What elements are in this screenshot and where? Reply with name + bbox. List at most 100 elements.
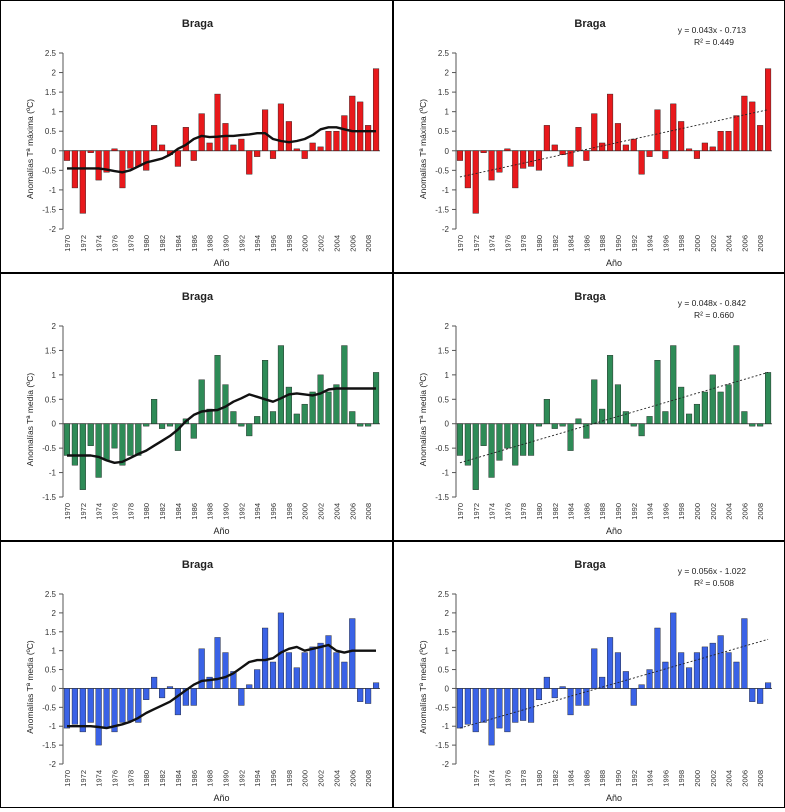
bar-1979 [528,150,535,167]
x-tick-label: 1970 [456,503,465,520]
bar-1982 [551,423,558,429]
y-tick-label: -1.5 [435,205,449,214]
x-tick-label: 2004 [725,235,734,252]
x-tick-label: 1972 [79,235,88,252]
x-tick-label: 2006 [740,770,749,787]
x-tick-label: 2002 [317,770,326,787]
bar-1989 [214,355,221,424]
x-tick-label: 1986 [190,503,199,520]
bar-2009 [765,68,772,151]
x-tick-label: 1972 [472,503,481,520]
y-tick-label: -1.5 [42,205,56,214]
bar-2006 [349,618,356,689]
y-tick-label: 2.5 [438,49,450,58]
y-tick-label: -2 [49,760,57,769]
bar-1973 [87,150,94,153]
x-tick-label: 1988 [598,770,607,787]
x-tick-label: 1970 [63,503,72,520]
bar-1997 [277,103,284,151]
x-tick-label: 1986 [582,235,591,252]
y-tick-label: 0 [445,684,450,693]
bar-2004 [333,131,340,151]
bar-2003 [717,635,724,689]
bar-1978 [127,423,134,456]
bar-1984 [567,150,574,167]
y-tick-label: -1 [442,722,450,731]
y-axis-label: Anomalías Tª media (ºC) [418,640,428,734]
bar-1991 [230,671,237,689]
bar-2008 [365,423,372,427]
bar-1998 [678,121,685,151]
y-axis-label: Anomalías Tª media (ºC) [25,640,35,734]
y-tick-label: -1 [442,186,450,195]
x-axis-label: Año [213,793,229,803]
bar-1982 [551,688,558,699]
x-tick-label: 1978 [519,235,528,252]
y-tick-label: 1 [52,371,57,380]
y-tick-label: 1.5 [45,346,57,355]
x-tick-label: 1976 [111,235,120,252]
chart-panel-1: Braga -2 -1.5 -1 -0.5 0 0.5 1 1.5 2 2.5 Anomalías T… [0,0,393,273]
x-tick-label: 2002 [709,503,718,520]
bar-1985 [182,127,189,151]
bar-2009 [372,372,380,424]
x-tick-label: 1988 [206,503,215,520]
x-tick-label: 1984 [567,770,576,787]
x-tick-label: 2000 [693,503,702,520]
bar-1995 [262,359,269,424]
bar-1972 [79,150,86,214]
bar-1988 [599,142,606,151]
y-tick-label: -0.5 [435,703,449,712]
bar-1993 [246,150,253,175]
bar-1992 [238,423,245,427]
bar-2002 [317,146,324,151]
y-tick-label: 0 [52,420,57,429]
x-tick-label: 1970 [63,770,72,787]
bar-1989 [607,93,614,151]
bar-1982 [551,144,558,151]
x-tick-label: 2008 [756,235,765,252]
bar-2007 [357,101,364,151]
bar-1981 [151,676,158,689]
y-tick-label: 0.5 [438,395,450,404]
trend-line [459,638,769,729]
bar-2002 [709,642,716,689]
bar-1982 [159,144,166,151]
bar-1983 [166,423,174,427]
bar-2002 [709,146,716,151]
bar-1995 [654,627,661,689]
bar-1979 [135,688,142,723]
x-tick-label: 1988 [206,770,215,787]
y-tick-label: 1 [445,108,450,117]
bar-1970 [63,150,71,161]
bar-1974 [488,423,495,478]
bar-1977 [119,150,126,189]
x-tick-label: 1996 [269,770,278,787]
bar-1973 [87,423,94,446]
x-axis-label: Año [606,258,622,268]
bar-1993 [246,684,253,689]
chart-svg: Braga -2 -1.5 -1 -0.5 0 0.5 1 1.5 2 2.5 Anomalías T… [25,559,380,803]
x-tick-label: 1998 [677,503,686,520]
y-tick-label: -0.5 [42,703,56,712]
bar-1980 [535,688,542,700]
chart-panel-3: Braga -1.5 -1 -0.5 0 0.5 1 1.5 2 Anomalías Tª med… [0,273,393,541]
bar-1992 [630,138,637,151]
x-tick-label: 2006 [348,503,357,520]
y-tick-label: 2.5 [45,590,57,599]
x-tick-label: 2002 [709,235,718,252]
bar-1995 [262,109,269,151]
bar-2006 [349,411,356,424]
trend-equation: y = 0.043x - 0.713 [678,25,747,35]
x-tick-label: 1974 [95,235,104,252]
x-tick-label: 1980 [535,235,544,252]
bar-1975 [103,423,110,461]
x-tick-label: 1976 [111,503,120,520]
chart-panel-4: Braga y = 0.048x - 0.842 R² = 0.660 -1.5 -1 -… [393,273,785,541]
bar-1983 [166,686,174,689]
bar-1996 [269,150,277,159]
y-tick-label: -2 [442,225,450,234]
bar-2000 [301,150,308,159]
x-tick-label: 1984 [174,770,183,787]
x-tick-label: 2008 [756,503,765,520]
